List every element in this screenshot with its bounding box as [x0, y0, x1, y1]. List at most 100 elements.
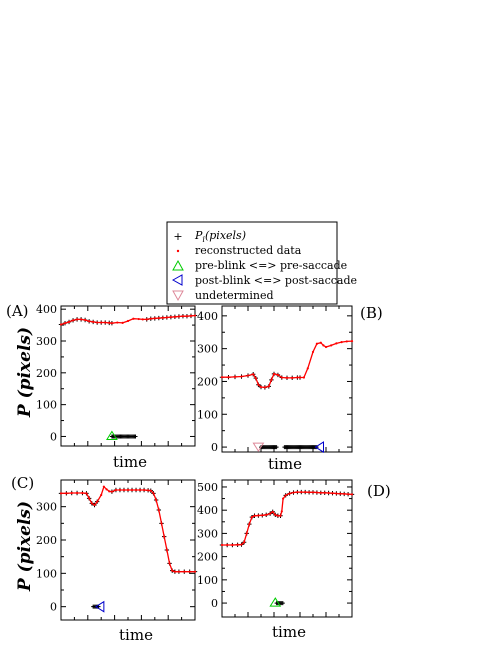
- reconstructed-line: [222, 340, 353, 389]
- reconstructed-point: [130, 488, 134, 492]
- y-tick-label: 400: [197, 504, 218, 517]
- reconstructed-point: [102, 485, 105, 488]
- reconstructed-point: [63, 322, 67, 325]
- reconstructed-point: [243, 541, 246, 544]
- reconstructed-point: [292, 491, 295, 494]
- reconstructed-point: [327, 491, 330, 495]
- reconstructed-point: [276, 514, 279, 517]
- reconstructed-point: [142, 488, 146, 492]
- plot-frame: [60, 305, 196, 447]
- reconstructed-point: [90, 502, 93, 505]
- reconstructed-point: [267, 385, 270, 388]
- y-tick-label: 0: [50, 601, 57, 614]
- reconstructed-point: [308, 491, 311, 494]
- legend-label-raw-sub: i: [202, 235, 205, 244]
- legend-marker-dot: [176, 249, 180, 253]
- reconstructed-point: [226, 543, 229, 547]
- legend-frame: [166, 221, 338, 305]
- reconstructed-point: [59, 323, 63, 326]
- reconstructed-point: [85, 492, 88, 495]
- event-raw-point: [280, 601, 285, 606]
- y-tick-label: 200: [197, 551, 218, 564]
- reconstructed-point: [345, 340, 348, 343]
- legend-label-raw: Pi(pixels): [194, 229, 246, 244]
- panel-a: 0 100 200 300 400: [36, 303, 198, 447]
- reconstructed-point: [306, 367, 309, 370]
- y-tick-label: 300: [36, 501, 57, 514]
- reconstructed-point: [227, 376, 230, 379]
- reconstructed-point: [270, 378, 273, 381]
- panel-label-d: (D): [367, 482, 391, 500]
- reconstructed-point: [240, 375, 243, 378]
- reconstructed-point: [161, 316, 164, 319]
- reconstructed-point: [343, 492, 346, 496]
- reconstructed-point: [134, 488, 138, 492]
- y-tick-label: 0: [211, 597, 218, 610]
- reconstructed-point: [300, 490, 303, 494]
- panel-d: 0 100 200 300 400 500: [197, 479, 355, 618]
- plot-frame: [221, 479, 353, 618]
- pre-saccade-marker: [269, 597, 282, 607]
- reconstructed-point: [279, 514, 282, 517]
- reconstructed-point: [319, 341, 322, 344]
- reconstructed-point: [149, 317, 152, 320]
- reconstructed-point: [236, 543, 239, 546]
- reconstructed-point: [331, 492, 334, 495]
- legend-marker-triangle-left: [171, 274, 183, 286]
- reconstructed-point: [284, 494, 287, 497]
- reconstructed-point: [59, 492, 63, 495]
- reconstructed-point: [340, 340, 343, 344]
- reconstructed-point: [335, 492, 338, 495]
- reconstructed-point: [240, 543, 243, 546]
- pre-saccade-marker: [106, 430, 118, 440]
- legend-label-pre: pre-blink <=> pre-saccade: [195, 259, 347, 272]
- legend-item-post: post-blink <=> post-saccade: [171, 274, 357, 287]
- reconstructed-point: [100, 321, 103, 324]
- reconstructed-point: [280, 510, 283, 513]
- reconstructed-point: [80, 318, 83, 321]
- reconstructed-point: [311, 491, 315, 494]
- reconstructed-point: [137, 317, 140, 321]
- reconstructed-point: [155, 498, 158, 502]
- legend-item-pre: pre-blink <=> pre-saccade: [172, 259, 347, 272]
- y-tick-label: 200: [36, 534, 57, 547]
- reconstructed-line: [61, 485, 195, 573]
- reconstructed-point: [280, 376, 283, 379]
- legend-marker-triangle-up: [172, 259, 184, 271]
- reconstructed-point: [75, 491, 79, 495]
- reconstructed-point: [71, 319, 75, 322]
- reconstructed-point: [233, 375, 237, 378]
- reconstructed-point: [122, 488, 126, 492]
- reconstructed-point: [330, 344, 333, 347]
- reconstructed-point: [169, 316, 172, 319]
- reconstructed-point: [160, 522, 163, 525]
- reconstructed-point: [272, 372, 276, 376]
- reconstructed-point: [147, 489, 150, 492]
- reconstructed-point: [141, 318, 144, 321]
- reconstructed-point: [163, 535, 166, 538]
- reconstructed-point: [84, 318, 87, 322]
- reconstructed-point: [315, 342, 318, 345]
- reconstructed-point: [257, 514, 260, 517]
- reconstructed-point: [304, 490, 307, 494]
- reconstructed-point: [291, 376, 294, 379]
- reconstructed-point: [104, 321, 107, 324]
- reconstructed-point: [261, 514, 264, 517]
- reconstructed-point: [70, 491, 73, 495]
- reconstructed-point: [311, 350, 315, 354]
- legend-marker-triangle-down: [172, 290, 184, 302]
- legend-item-raw: + Pi(pixels): [173, 229, 246, 244]
- legend-label-raw-rest: (pixels): [205, 229, 246, 242]
- reconstructed-point: [177, 570, 181, 573]
- reconstructed-point: [65, 492, 68, 495]
- reconstructed-point: [285, 376, 289, 379]
- reconstructed-point: [254, 377, 257, 380]
- reconstructed-point: [245, 532, 248, 535]
- y-tick-label: 500: [197, 481, 218, 494]
- reconstructed-point: [108, 490, 111, 493]
- reconstructed-point: [250, 516, 253, 519]
- post-saccade-marker: [94, 600, 105, 613]
- event-raw-point: [274, 445, 279, 450]
- legend-marker-plus: +: [173, 230, 182, 243]
- reconstructed-point: [116, 321, 119, 324]
